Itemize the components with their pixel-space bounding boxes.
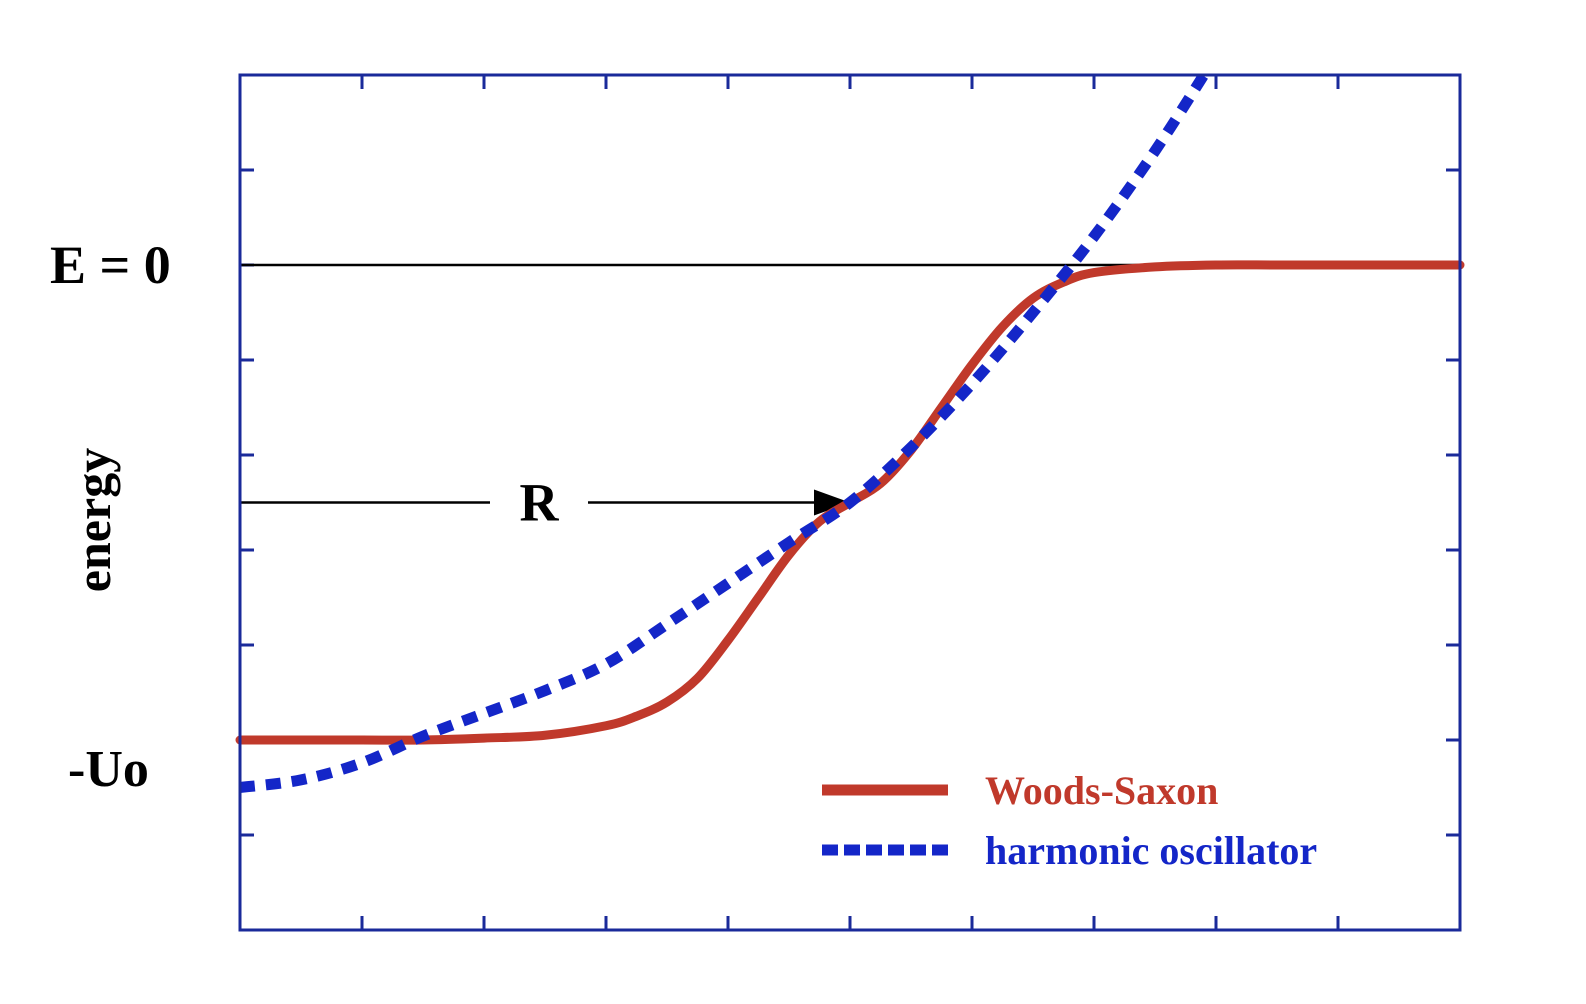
radius-arrowhead bbox=[814, 489, 850, 516]
y-axis-label: energy bbox=[65, 448, 121, 592]
series-group bbox=[235, 75, 1465, 793]
legend-entry-1: harmonic oscillator bbox=[985, 828, 1317, 873]
well-depth-label: -Uo bbox=[68, 741, 149, 798]
reference-lines bbox=[240, 263, 1460, 516]
series-line-harmonic-oscillator bbox=[239, 75, 1209, 793]
legend-entry-0: Woods-Saxon bbox=[985, 768, 1218, 813]
radius-label: R bbox=[520, 473, 560, 533]
tick-marks bbox=[240, 75, 1460, 930]
zero-energy-label: E = 0 bbox=[50, 235, 171, 295]
plot-frame bbox=[238, 73, 1462, 932]
legend: Woods-Saxon harmonic oscillator bbox=[822, 768, 1317, 873]
